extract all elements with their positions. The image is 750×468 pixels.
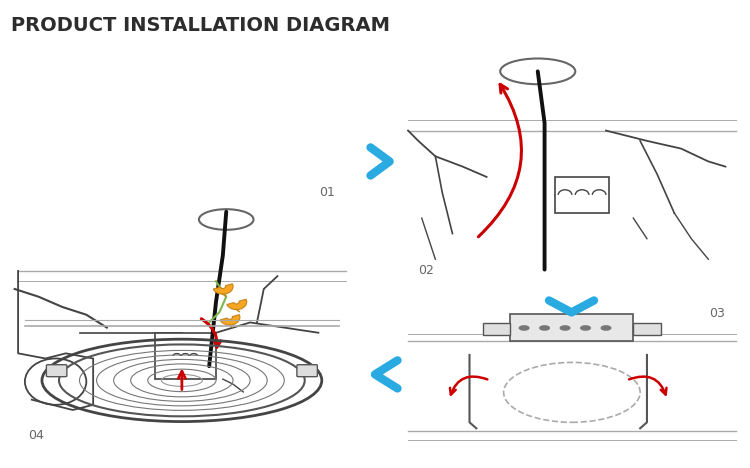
Text: PRODUCT INSTALLATION DIAGRAM: PRODUCT INSTALLATION DIAGRAM bbox=[11, 16, 390, 36]
Wedge shape bbox=[220, 314, 240, 325]
Text: 03: 03 bbox=[710, 307, 725, 320]
FancyBboxPatch shape bbox=[46, 365, 67, 377]
Circle shape bbox=[560, 326, 570, 330]
Circle shape bbox=[519, 326, 529, 330]
Text: 04: 04 bbox=[28, 429, 44, 442]
Text: 02: 02 bbox=[419, 264, 434, 277]
Text: 01: 01 bbox=[320, 186, 335, 199]
Circle shape bbox=[580, 326, 590, 330]
FancyBboxPatch shape bbox=[297, 365, 317, 377]
Wedge shape bbox=[226, 299, 247, 309]
Wedge shape bbox=[213, 284, 233, 294]
Circle shape bbox=[540, 326, 549, 330]
Circle shape bbox=[602, 326, 610, 330]
Bar bbox=[483, 323, 511, 336]
Bar bbox=[511, 314, 633, 342]
Bar bbox=[154, 333, 216, 379]
Bar bbox=[633, 323, 661, 336]
Bar bbox=[555, 177, 610, 213]
